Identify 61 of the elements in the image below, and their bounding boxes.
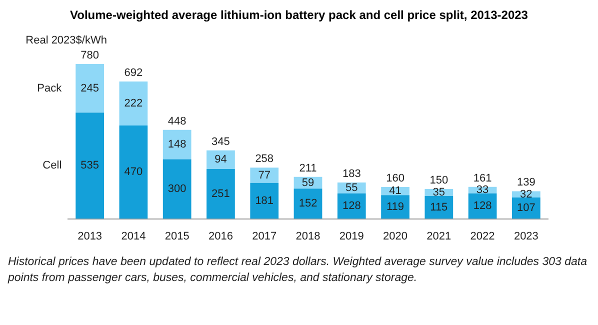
- data-label: 32: [520, 188, 532, 200]
- bar: [162, 159, 192, 219]
- x-tick-label: 2015: [164, 230, 190, 242]
- chart-title: Volume-weighted average lithium-ion battery pack and cell price split, 2013-2023: [69, 8, 529, 22]
- data-label: 59: [302, 176, 314, 189]
- y-axis-title: Real 2023$/kWh: [26, 34, 107, 46]
- bar: [250, 182, 279, 219]
- x-tick-label: 2019: [339, 230, 364, 242]
- data-label: 77: [258, 169, 270, 182]
- data-label: 181: [255, 194, 274, 207]
- data-label: 148: [168, 138, 186, 151]
- data-label: 119: [386, 201, 404, 214]
- total-label: 258: [255, 153, 274, 166]
- bar: [294, 188, 322, 219]
- series-label: Cell: [42, 160, 62, 172]
- data-label: 41: [389, 185, 402, 198]
- total-label: 183: [342, 168, 361, 180]
- total-label: 139: [517, 176, 536, 189]
- total-label: 150: [430, 174, 448, 187]
- total-label: 161: [473, 172, 492, 184]
- data-label: 245: [80, 82, 99, 94]
- bar: [76, 64, 104, 113]
- bar: [206, 168, 235, 219]
- bar: [119, 81, 148, 126]
- data-label: 222: [124, 98, 143, 110]
- total-label: 211: [299, 162, 317, 174]
- x-tick-label: 2021: [426, 230, 452, 242]
- data-label: 35: [432, 186, 446, 199]
- text: Historical prices have been updated to reflect real 2023 dollars. Weighted average survey value includes 303 data points from passenger cars, buses, commercial vehicles, and stationary storage.: [8, 255, 588, 286]
- data-label: 128: [342, 200, 361, 212]
- x-tick-label: 2020: [383, 230, 408, 242]
- total-label: 692: [124, 66, 143, 79]
- bar: [119, 126, 148, 219]
- total-label: 780: [80, 50, 99, 62]
- bar: [76, 112, 104, 219]
- series-label: Pack: [37, 82, 62, 94]
- data-label: 94: [214, 154, 227, 166]
- x-tick-label: 2013: [78, 230, 102, 242]
- bar: [381, 195, 410, 219]
- data-label: 115: [430, 201, 448, 214]
- bar: [206, 150, 235, 169]
- x-tick-label: 2016: [208, 230, 233, 242]
- data-label: 152: [298, 198, 318, 210]
- data-label: 128: [473, 200, 492, 212]
- total-label: 345: [212, 136, 230, 148]
- x-tick-label: 2022: [470, 230, 495, 242]
- data-label: 470: [124, 166, 143, 178]
- total-label: 448: [168, 115, 186, 128]
- x-tick-label: 2017: [252, 230, 277, 242]
- bar: [250, 168, 279, 183]
- x-tick-label: 2023: [514, 230, 538, 242]
- data-label: 251: [212, 188, 230, 200]
- x-tick-label: 2014: [121, 230, 146, 242]
- total-label: 160: [386, 172, 404, 185]
- bar: [162, 130, 192, 160]
- data-label: 55: [346, 182, 358, 194]
- data-label: 33: [476, 184, 489, 196]
- x-tick-label: 2018: [296, 230, 320, 242]
- data-label: 300: [168, 183, 186, 196]
- data-label: 535: [80, 160, 99, 172]
- data-label: 107: [517, 202, 536, 214]
